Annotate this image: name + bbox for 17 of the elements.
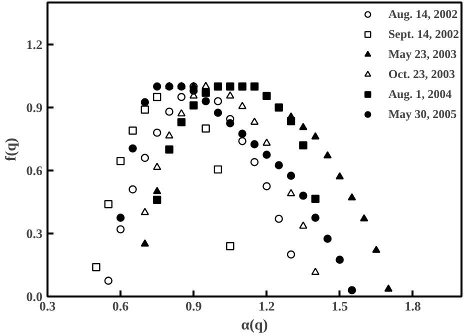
legend-label: May 23, 2003 [388, 46, 457, 62]
x-axis-title: α(q) [241, 318, 268, 334]
x-tick-label: 1.2 [258, 298, 275, 314]
y-tick-label: 0.6 [26, 163, 43, 178]
x-tick-label: 0.9 [185, 298, 202, 314]
x-tick-label: 0.6 [112, 298, 130, 314]
legend-label: Sept. 14, 2002 [388, 26, 459, 42]
legend-label: Aug. 1, 2004 [388, 86, 452, 102]
y-tick-label: 0.9 [26, 100, 43, 115]
y-axis-title: f(q) [3, 138, 20, 162]
x-tick-label: 1.8 [404, 298, 422, 314]
y-tick-label: 0.3 [26, 226, 43, 241]
legend-label: May 30, 2005 [388, 106, 457, 122]
legend-label: Oct. 23, 2003 [388, 66, 455, 82]
legend-label: Aug. 14, 2002 [388, 6, 458, 22]
x-tick-label: 1.5 [332, 298, 348, 314]
y-tick-label: 1.2 [26, 37, 42, 52]
